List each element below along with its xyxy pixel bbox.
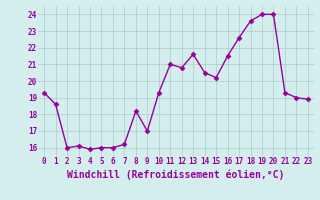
X-axis label: Windchill (Refroidissement éolien,°C): Windchill (Refroidissement éolien,°C): [67, 169, 285, 180]
